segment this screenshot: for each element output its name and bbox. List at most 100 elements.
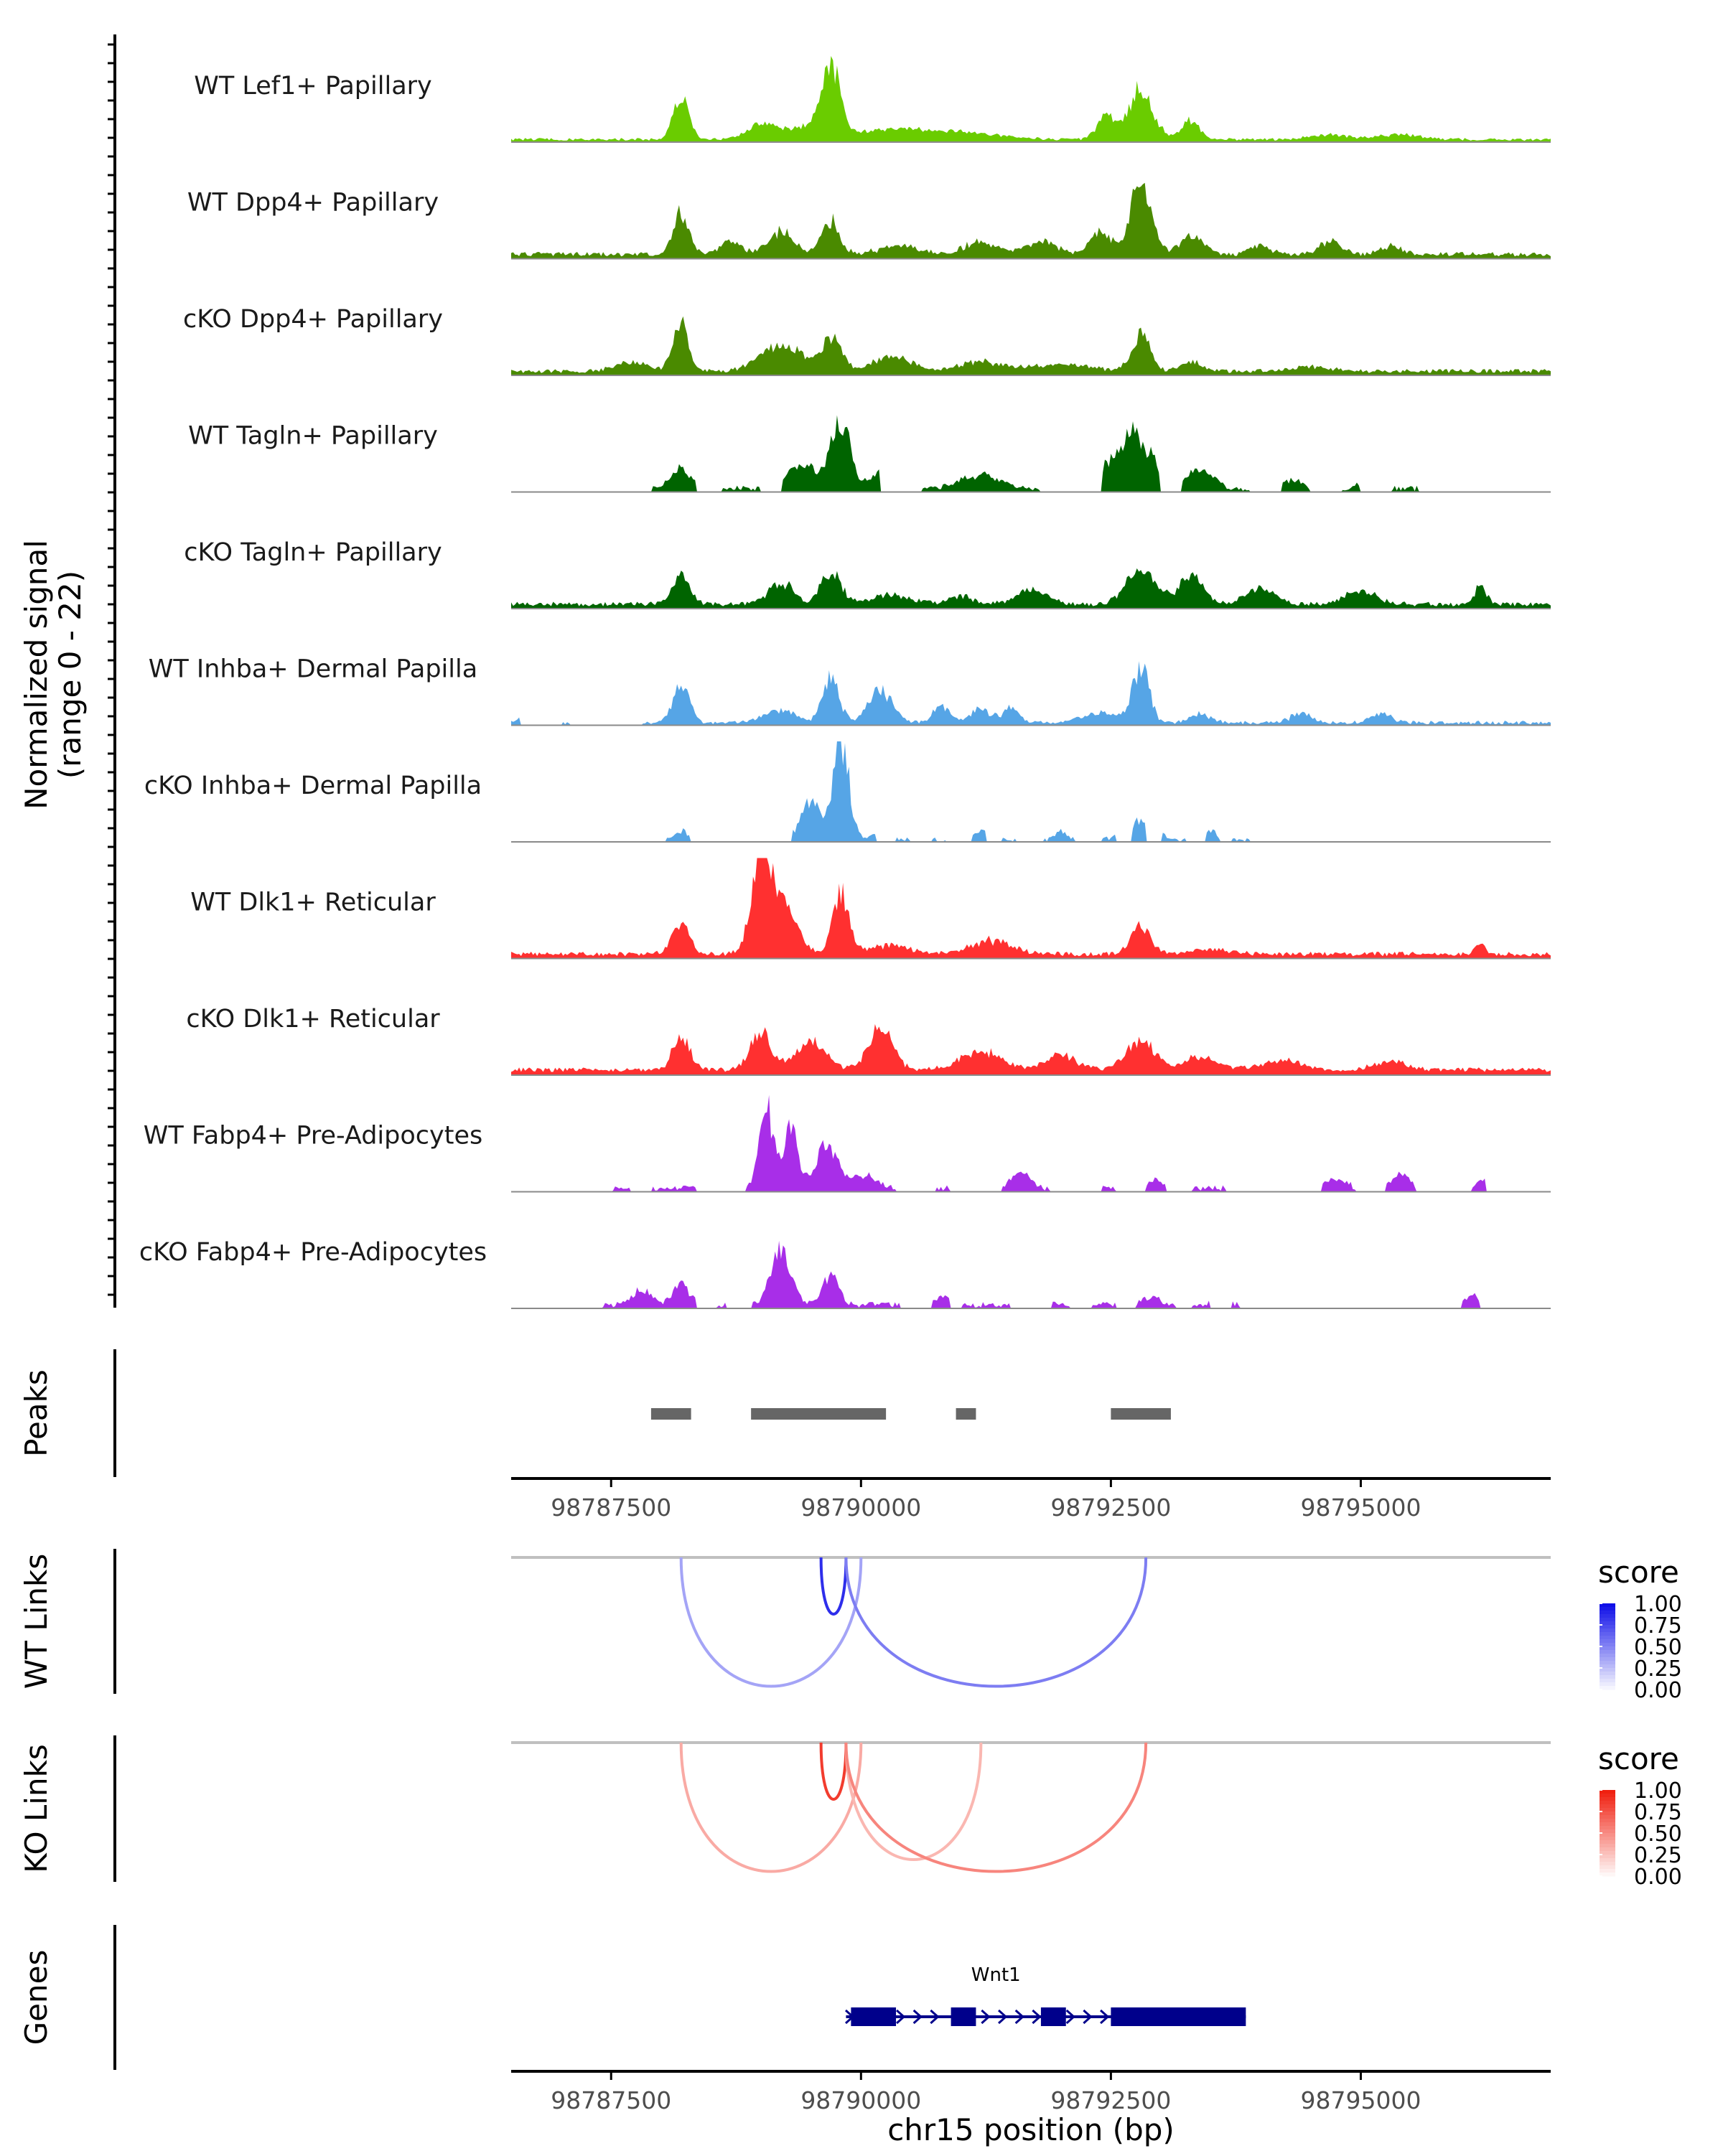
legend-gradient-step — [1600, 1639, 1615, 1644]
legend-gradient-step — [1600, 1873, 1615, 1877]
legend-gradient-step — [1600, 1840, 1615, 1845]
coverage-y-label-line1: Normalized signal — [19, 540, 54, 810]
track-label: WT Inhba+ Dermal Papilla — [149, 655, 477, 684]
ko-links-panel-label: KO Links — [19, 1744, 54, 1873]
coverage-track: WT Inhba+ Dermal Papilla — [149, 655, 1551, 726]
legend-tick-label: 0.75 — [1634, 1613, 1682, 1639]
legend-gradient-step — [1600, 1826, 1615, 1830]
legend-gradient-step — [1600, 1804, 1615, 1809]
legend-gradient-step — [1600, 1865, 1615, 1870]
legend-tick-label: 0.50 — [1634, 1635, 1682, 1660]
coverage-track: cKO Tagln+ Papillary — [184, 538, 1551, 609]
peaks-x-ticks: 98787500 98790000 98792500 98795000 — [551, 1478, 1421, 1522]
strand-arrow — [912, 2009, 923, 2025]
legend-gradient-step — [1600, 1607, 1615, 1611]
legend-gradient-step — [1600, 1686, 1615, 1690]
x-tick-label: 98787500 — [551, 1494, 671, 1522]
link-arc — [819, 1557, 848, 1616]
gene-exon — [1111, 2007, 1246, 2026]
coverage-track: WT Dpp4+ Papillary — [187, 182, 1551, 260]
x-tick-label: 98792500 — [1050, 2086, 1171, 2114]
ko-score-legend: 1.000.750.500.250.00 — [1600, 1778, 1682, 1890]
track-label: WT Tagln+ Papillary — [188, 422, 438, 451]
legend-gradient-step — [1600, 1603, 1615, 1608]
coverage-area — [511, 182, 1551, 259]
legend-gradient-step — [1600, 1611, 1615, 1615]
track-label: cKO Fabp4+ Pre-Adipocytes — [139, 1238, 487, 1267]
legend-tick-label: 0.25 — [1634, 1656, 1682, 1682]
legend-gradient-step — [1600, 1643, 1615, 1647]
x-tick-label: 98790000 — [800, 2086, 921, 2114]
gene-exon — [951, 2007, 976, 2026]
coverage-area — [511, 1023, 1551, 1075]
legend-gradient-step — [1600, 1632, 1615, 1636]
coverage-area — [511, 316, 1551, 375]
coverage-track: WT Tagln+ Papillary — [188, 415, 1551, 493]
strand-arrow — [1065, 2009, 1075, 2025]
legend-gradient-step — [1600, 1664, 1615, 1669]
peak-bars — [650, 1408, 1171, 1420]
wt-link-arcs — [679, 1557, 1148, 1688]
gene-name-label: Wnt1 — [971, 1964, 1021, 1986]
genes-panel: Genes Wnt1 98787500 98790000 98792500 98795… — [19, 1925, 1551, 2147]
coverage-area — [511, 568, 1551, 609]
link-arc — [844, 1557, 1148, 1688]
strand-arrow — [1083, 2009, 1093, 2025]
legend-gradient-step — [1600, 1628, 1615, 1633]
track-label: WT Lef1+ Papillary — [194, 72, 432, 100]
x-tick-label: 98787500 — [551, 2086, 671, 2114]
legend-gradient-step — [1600, 1801, 1615, 1805]
legend-gradient-step — [1600, 1675, 1615, 1679]
legend-gradient-step — [1600, 1618, 1615, 1622]
strand-arrow — [1032, 2009, 1042, 2025]
coverage-track: cKO Dpp4+ Papillary — [183, 305, 1551, 376]
peaks-panel-label: Peaks — [19, 1369, 54, 1457]
coverage-tracks: WT Lef1+ Papillary WT Dpp4+ Papillary cKO … — [139, 56, 1551, 1309]
ko-link-arcs — [679, 1742, 1148, 1873]
gene-exon — [1040, 2007, 1066, 2026]
coverage-track: WT Fabp4+ Pre-Adipocytes — [144, 1095, 1551, 1193]
legend-gradient-step — [1600, 1858, 1615, 1862]
track-label: cKO Dpp4+ Papillary — [183, 305, 443, 334]
genes-x-ticks: 98787500 98790000 98792500 98795000 — [551, 2071, 1421, 2114]
coverage-panel: Normalized signal (range 0 - 22) WT Lef1… — [19, 34, 1551, 1309]
legend-gradient-step — [1600, 1833, 1615, 1837]
wt-score-legend: 1.000.750.500.250.00 — [1600, 1592, 1682, 1703]
legend-gradient-step — [1600, 1819, 1615, 1823]
peak-interval — [956, 1408, 976, 1420]
legend-gradient-step — [1600, 1668, 1615, 1672]
peak-interval — [751, 1408, 887, 1420]
peaks-panel: Peaks 98787500 98790000 98792500 98795000 — [19, 1349, 1551, 1522]
ko-links-panel: KO Links score 1.000.750.500.250.00 — [19, 1735, 1682, 1890]
legend-tick-label: 0.75 — [1634, 1800, 1682, 1825]
legend-gradient-step — [1600, 1844, 1615, 1848]
coverage-track: WT Dlk1+ Reticular — [190, 858, 1551, 960]
coverage-y-ticks — [108, 43, 115, 1296]
coverage-track: WT Lef1+ Papillary — [194, 56, 1551, 143]
legend-gradient-step — [1600, 1661, 1615, 1665]
legend-gradient-step — [1600, 1851, 1615, 1855]
legend-gradient-step — [1600, 1672, 1615, 1676]
legend-gradient-step — [1600, 1654, 1615, 1658]
legend-gradient-step — [1600, 1837, 1615, 1841]
gene-exon — [851, 2007, 897, 2026]
strand-arrow — [895, 2009, 906, 2025]
track-label: cKO Tagln+ Papillary — [184, 538, 442, 567]
coverage-track: cKO Dlk1+ Reticular — [186, 1005, 1551, 1076]
link-arc — [844, 1742, 1148, 1873]
track-label: WT Dlk1+ Reticular — [190, 889, 436, 917]
coverage-y-label-line2: (range 0 - 22) — [52, 571, 88, 779]
track-label: cKO Inhba+ Dermal Papilla — [144, 772, 482, 800]
legend-gradient-step — [1600, 1679, 1615, 1683]
x-tick-label: 98792500 — [1050, 1494, 1171, 1522]
gene-model: Wnt1 — [844, 1964, 1246, 2026]
x-tick-label: 98790000 — [800, 1494, 921, 1522]
wt-links-panel-label: WT Links — [19, 1554, 54, 1689]
strand-arrow — [981, 2009, 991, 2025]
wt-links-panel: WT Links score 1.000.750.500.250.00 — [19, 1549, 1682, 1703]
legend-gradient-step — [1600, 1657, 1615, 1661]
legend-gradient-step — [1600, 1829, 1615, 1834]
legend-gradient-step — [1600, 1797, 1615, 1801]
link-arc — [679, 1742, 863, 1873]
